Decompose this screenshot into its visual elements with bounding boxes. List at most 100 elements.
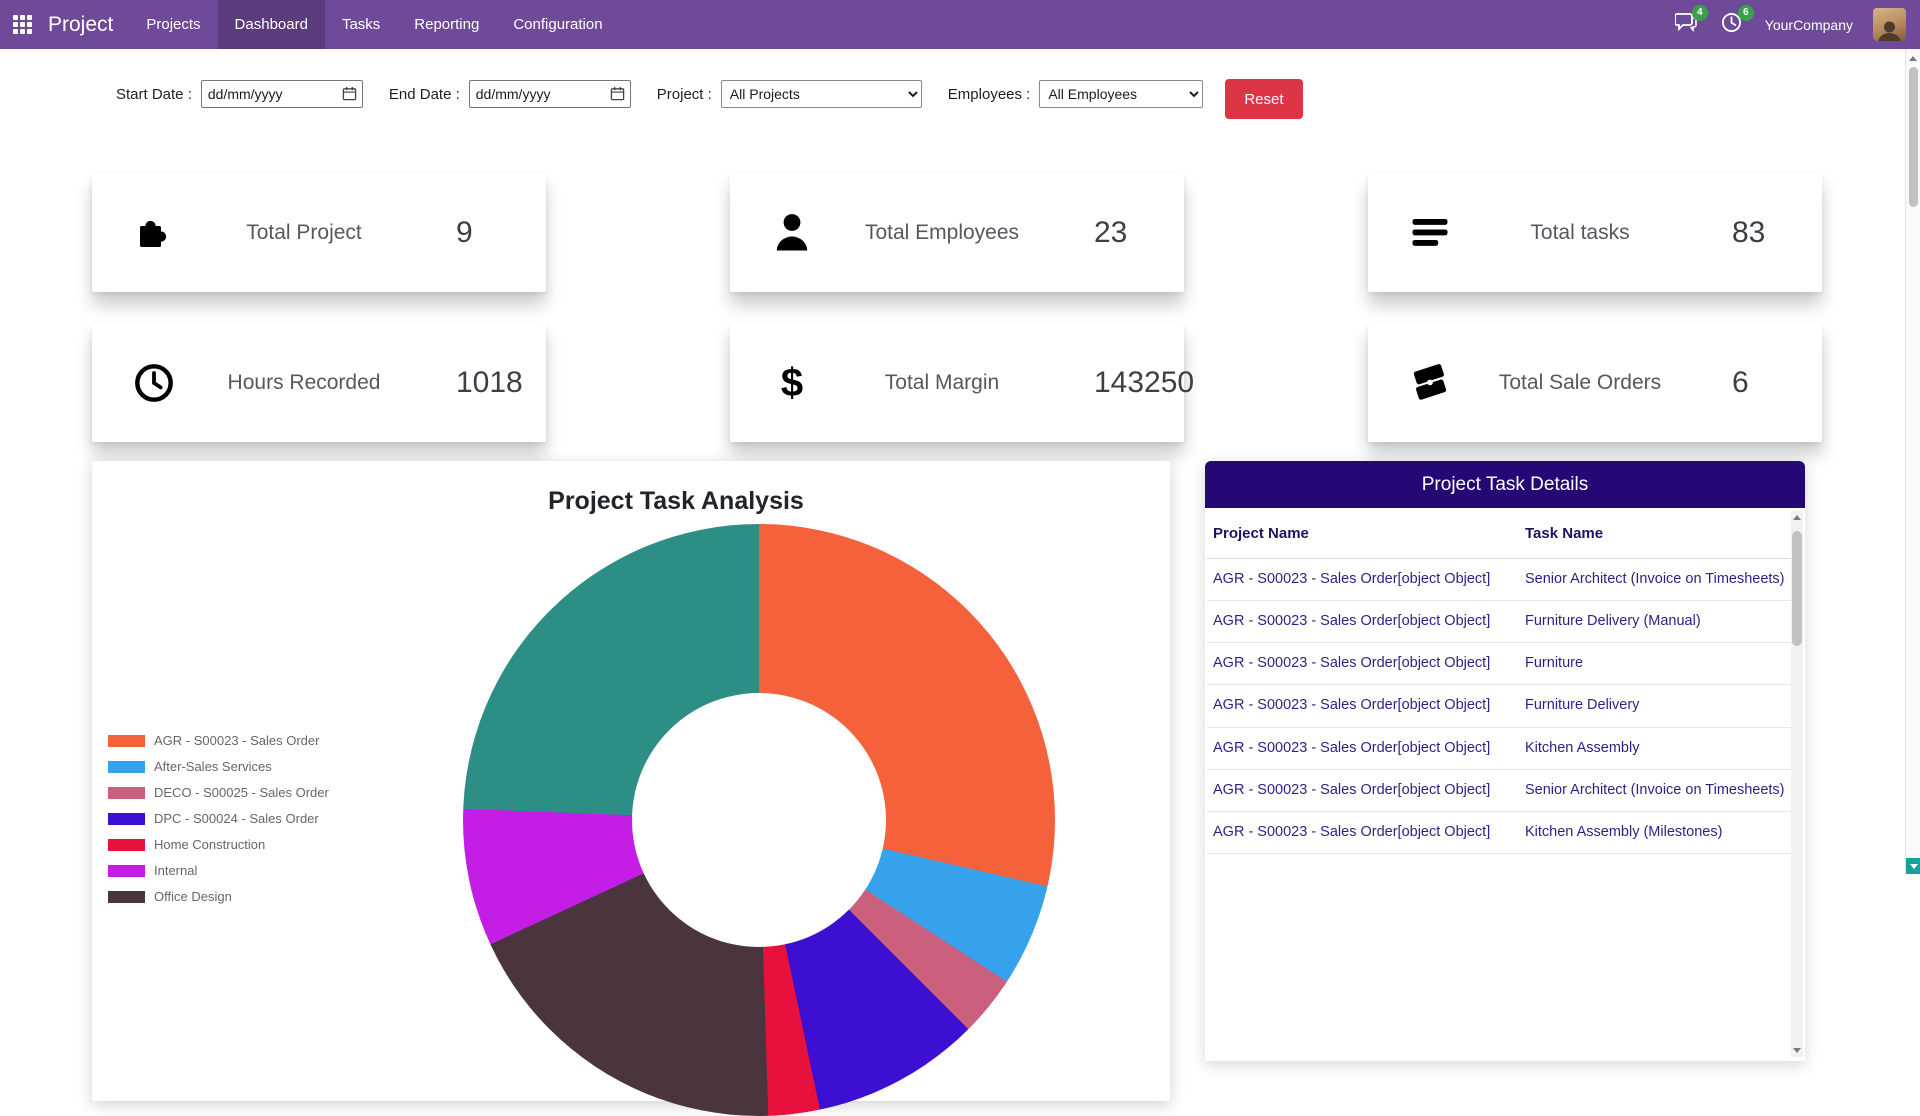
navbar-right: 4 6 YourCompany [1673, 0, 1920, 49]
table-row: AGR - S00023 - Sales Order[object Object… [1207, 684, 1793, 728]
kpi-value: 6 [1732, 365, 1749, 399]
kpi-card-total-sale-orders: Total Sale Orders 6 [1368, 323, 1822, 442]
kpi-card-total-employees: Total Employees 23 [730, 173, 1184, 292]
task-name-cell: Furniture [1519, 642, 1793, 686]
kpi-grid: Total Project 9 Total Employees 23 Total… [0, 119, 1920, 442]
table-scrollbar[interactable] [1791, 511, 1803, 1057]
legend-label: Home Construction [154, 837, 266, 852]
legend-label: After-Sales Services [154, 759, 272, 774]
scroll-up-arrow[interactable] [1906, 51, 1920, 65]
legend-swatch [108, 838, 145, 851]
end-date-label: End Date : [388, 85, 460, 103]
kpi-label: Total Project [246, 220, 362, 244]
company-switcher[interactable]: YourCompany [1764, 16, 1853, 33]
kpi-value: 9 [456, 215, 473, 249]
project-name-cell: AGR - S00023 - Sales Order[object Object… [1207, 558, 1519, 602]
legend-label: AGR - S00023 - Sales Order [154, 733, 320, 748]
legend-label: DECO - S00025 - Sales Order [154, 785, 329, 800]
donut-hole [632, 693, 886, 947]
chart-legend: AGR - S00023 - Sales Order After-Sales S… [108, 733, 329, 915]
legend-item[interactable]: AGR - S00023 - Sales Order [108, 733, 329, 748]
project-filter-label: Project : [656, 85, 712, 103]
table-title: Project Task Details [1205, 461, 1805, 508]
employees-filter-select[interactable]: All Employees [1039, 80, 1204, 108]
project-name-cell: AGR - S00023 - Sales Order[object Object… [1207, 811, 1519, 854]
user-avatar[interactable] [1873, 8, 1906, 41]
legend-item[interactable]: DECO - S00025 - Sales Order [108, 785, 329, 800]
kpi-label: Total Margin [884, 370, 1000, 394]
kpi-label: Total Sale Orders [1498, 370, 1662, 394]
bottom-section: Project Task Analysis AGR - S00023 - Sal… [0, 442, 1920, 1116]
legend-item[interactable]: After-Sales Services [108, 759, 329, 774]
scrollbar-thumb[interactable] [1909, 67, 1918, 207]
kpi-card-total-tasks: Total tasks 83 [1368, 173, 1822, 292]
filter-bar: Start Date : End Date : Project : All Pr… [0, 49, 1920, 119]
tickets-icon [1368, 363, 1478, 403]
task-name-cell: Furniture Delivery [1519, 684, 1793, 728]
kpi-value: 143250 [1094, 365, 1195, 399]
table-header-row: Project Name Task Name [1207, 508, 1793, 559]
kpi-card-hours-recorded: Hours Recorded 1018 [92, 323, 546, 442]
legend-label: Office Design [154, 889, 232, 904]
donut-chart[interactable] [463, 524, 1055, 1116]
task-name-cell: Kitchen Assembly [1519, 727, 1793, 770]
menu-item-dashboard[interactable]: Dashboard [217, 0, 325, 49]
legend-item[interactable]: DPC - S00024 - Sales Order [108, 811, 329, 826]
legend-label: DPC - S00024 - Sales Order [154, 811, 319, 826]
page-scrollbar[interactable] [1905, 49, 1920, 874]
project-task-analysis-card: Project Task Analysis AGR - S00023 - Sal… [92, 461, 1170, 1116]
scroll-down-arrow[interactable] [1791, 1044, 1803, 1057]
dollar-icon: $ [780, 360, 804, 405]
activities-button[interactable]: 6 [1719, 4, 1754, 38]
column-header-task-name: Task Name [1519, 508, 1793, 559]
puzzle-icon [92, 212, 202, 254]
legend-swatch [108, 890, 145, 903]
legend-swatch [108, 812, 145, 825]
apps-menu-button[interactable] [0, 0, 44, 49]
table-row: AGR - S00023 - Sales Order[object Object… [1207, 600, 1793, 644]
start-date-label: Start Date : [116, 85, 192, 103]
legend-item[interactable]: Office Design [108, 889, 329, 904]
menu-item-tasks[interactable]: Tasks [341, 16, 381, 33]
task-name-cell: Kitchen Assembly (Milestones) [1519, 811, 1793, 854]
scroll-up-arrow[interactable] [1791, 511, 1803, 524]
kpi-card-total-project: Total Project 9 [92, 173, 546, 292]
menu-item-reporting[interactable]: Reporting [414, 16, 480, 33]
project-name-cell: AGR - S00023 - Sales Order[object Object… [1207, 769, 1519, 812]
kpi-label: Total Employees [864, 220, 1020, 244]
legend-item[interactable]: Home Construction [108, 837, 329, 852]
task-table: Project Name Task Name AGR - S00023 - Sa… [1207, 508, 1793, 854]
tasks-icon [1368, 215, 1478, 251]
reset-button[interactable]: Reset [1225, 79, 1303, 119]
project-name-cell: AGR - S00023 - Sales Order[object Object… [1207, 684, 1519, 728]
end-date-input[interactable] [468, 80, 631, 108]
main-menu: Projects Dashboard Tasks Reporting Confi… [129, 0, 619, 49]
menu-item-configuration[interactable]: Configuration [513, 16, 603, 33]
legend-item[interactable]: Internal [108, 863, 329, 878]
project-filter-select[interactable]: All Projects [720, 80, 922, 108]
menu-item-projects[interactable]: Projects [146, 16, 201, 33]
person-silhouette-icon [1878, 21, 1901, 41]
activities-badge: 6 [1737, 4, 1754, 21]
clock-icon [92, 363, 202, 403]
messages-button[interactable]: 4 [1673, 4, 1708, 38]
project-name-cell: AGR - S00023 - Sales Order[object Object… [1207, 727, 1519, 770]
table-row: AGR - S00023 - Sales Order[object Object… [1207, 558, 1793, 602]
table-row: AGR - S00023 - Sales Order[object Object… [1207, 727, 1793, 770]
employees-filter-label: Employees : [947, 85, 1031, 103]
project-name-cell: AGR - S00023 - Sales Order[object Object… [1207, 600, 1519, 644]
table-row: AGR - S00023 - Sales Order[object Object… [1207, 769, 1793, 812]
top-navbar: Project Projects Dashboard Tasks Reporti… [0, 0, 1920, 49]
scrollbar-thumb[interactable] [1792, 531, 1802, 646]
legend-swatch [108, 864, 145, 877]
kpi-label: Total tasks [1530, 220, 1630, 244]
legend-label: Internal [154, 863, 198, 878]
kpi-value: 1018 [456, 365, 523, 399]
app-brand: Project [48, 12, 114, 36]
user-icon [730, 212, 840, 254]
scroll-down-arrow[interactable] [1906, 858, 1920, 874]
table-row: AGR - S00023 - Sales Order[object Object… [1207, 811, 1793, 854]
start-date-input[interactable] [200, 80, 363, 108]
legend-swatch [108, 760, 145, 773]
table-row: AGR - S00023 - Sales Order[object Object… [1207, 642, 1793, 686]
